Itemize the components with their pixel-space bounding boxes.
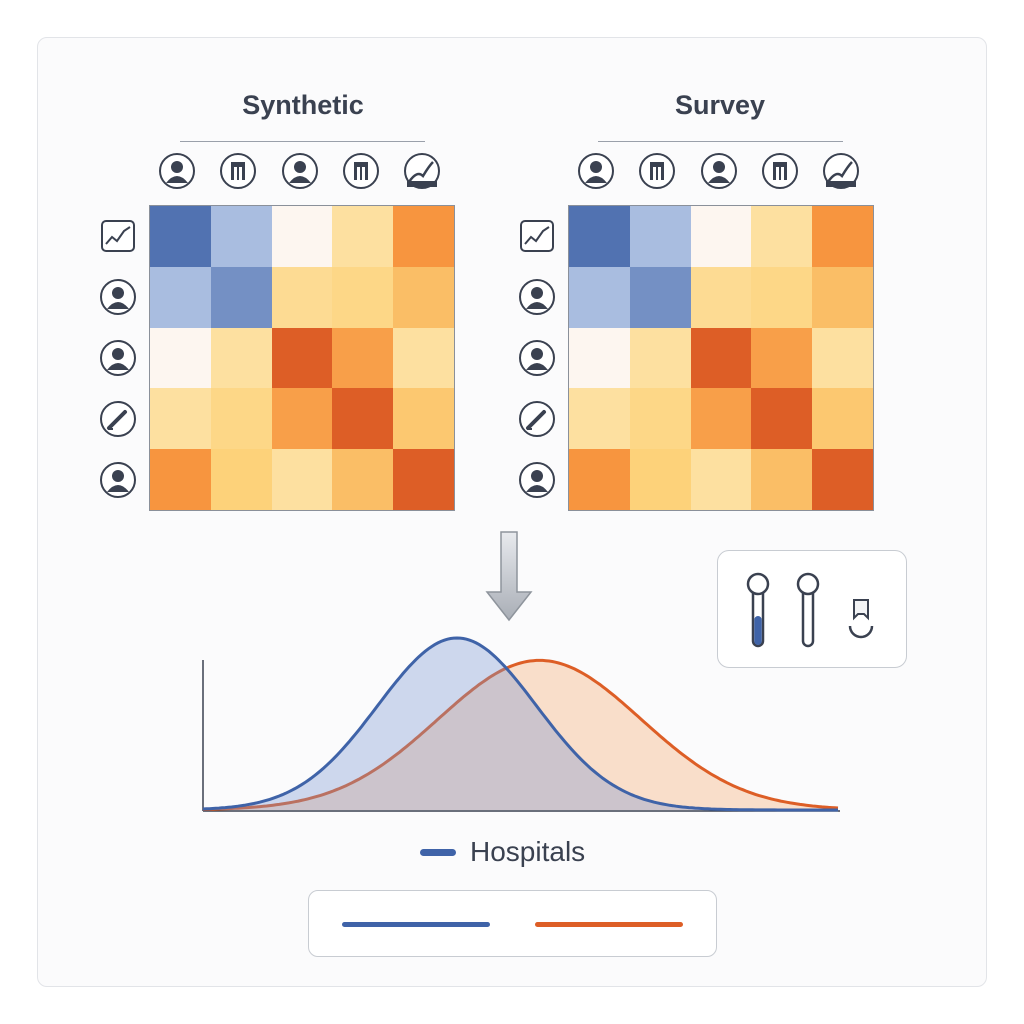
heatmap-cell-r0-c0 [569,206,630,267]
patient-icon [100,462,136,498]
heatmap-cell-r2-c2 [271,327,333,389]
density-area-survey [203,660,838,810]
heatmap-cell-r3-c0 [569,388,630,450]
building-icon [639,153,675,189]
heatmap-cell-r3-c2 [690,388,752,450]
synthetic-title: Synthetic [242,90,364,120]
syringe-icon [100,401,136,437]
heatmap-cell-r2-c3 [332,327,394,389]
heatmap-cell-r2-c0 [569,327,630,389]
heatmap-cell-r0-c1 [629,206,691,267]
syringe-icon [519,401,555,437]
heatmap-cell-r1-c3 [751,266,813,328]
doctor-icon [701,153,737,189]
heatmap-cell-r2-c0 [150,327,211,389]
heatmap-cell-r4-c1 [629,449,691,510]
heatmap-cell-r3-c1 [629,388,691,450]
series-line-orange [535,922,683,927]
series-line-blue [342,922,490,927]
density-line-survey [202,658,839,811]
heatmap-cell-r3-c4 [393,388,454,450]
heatmap-cell-r0-c2 [271,206,333,267]
heatmap-cell-r2-c4 [393,327,454,389]
caregiver-icon [100,340,136,376]
caregiver-icon [519,340,555,376]
series-key-box [308,890,717,957]
legend-swatch-blue [420,848,456,856]
heatmap-cell-r0-c4 [393,206,454,267]
heatmap-cell-r4-c0 [569,449,630,510]
heatmap-cell-r4-c0 [150,449,211,510]
heatmap-cell-r1-c0 [569,266,630,328]
survey-heatmap [568,205,874,511]
heatmap-cell-r1-c2 [690,266,752,328]
heatmap-cell-r4-c2 [690,449,752,510]
heatmap-cell-r1-c3 [332,266,394,328]
heatmap-cell-r3-c1 [210,388,272,450]
heatmap-cell-r0-c0 [150,206,211,267]
clinic-icon [343,153,379,189]
heatmap-cell-r3-c2 [271,388,333,450]
clip-icon [848,599,874,639]
heatmap-cell-r3-c0 [150,388,211,450]
heatmap-cell-r4-c1 [210,449,272,510]
heatmap-cell-r3-c3 [751,388,813,450]
person-icon [578,153,614,189]
person-icon [100,279,136,315]
thermometer-filled-icon [746,572,770,648]
heatmap-cell-r2-c4 [812,327,873,389]
instrument-box [717,550,907,668]
thermometer-empty-icon [796,572,820,648]
heatmap-cell-r2-c1 [210,327,272,389]
heatmap-cell-r4-c3 [332,449,394,510]
heatmap-cell-r1-c1 [210,266,272,328]
heatmap-cell-r0-c2 [690,206,752,267]
heatmap-cell-r1-c4 [393,266,454,328]
person-icon [159,153,195,189]
chart-map-icon [101,220,135,252]
heatmap-cell-r4-c4 [812,449,873,510]
heatmap-cell-r1-c0 [150,266,211,328]
heatmap-cell-r0-c3 [332,206,394,267]
legend-label: Hospitals [470,836,586,867]
title-rule-left [180,141,425,142]
heatmap-cell-r4-c4 [393,449,454,510]
down-arrow-icon [485,531,533,622]
density-line-synthetic [202,636,838,812]
heatmap-cell-r2-c3 [751,327,813,389]
heatmap-cell-r1-c4 [812,266,873,328]
patient-bed-icon [823,153,859,189]
building-icon [220,153,256,189]
chart-map-icon [520,220,554,252]
figure-panel [37,37,987,987]
patient-icon [519,462,555,498]
heatmap-cell-r0-c1 [210,206,272,267]
heatmap-cell-r2-c2 [690,327,752,389]
heatmap-cell-r3-c4 [812,388,873,450]
synthetic-heatmap [149,205,455,511]
heatmap-cell-r2-c1 [629,327,691,389]
heatmap-cell-r0-c4 [812,206,873,267]
heatmap-cell-r4-c2 [271,449,333,510]
heatmap-cell-r4-c3 [751,449,813,510]
doctor-icon [282,153,318,189]
heatmap-cell-r1-c2 [271,266,333,328]
clinic-icon [762,153,798,189]
heatmap-cell-r3-c3 [332,388,394,450]
title-rule-right [598,141,843,142]
patient-bed-icon [404,153,440,189]
density-area-synthetic [203,638,838,810]
legend: Hospitals [420,836,585,868]
heatmap-cell-r1-c1 [629,266,691,328]
survey-title: Survey [674,90,766,120]
heatmap-cell-r0-c3 [751,206,813,267]
person-icon [519,279,555,315]
